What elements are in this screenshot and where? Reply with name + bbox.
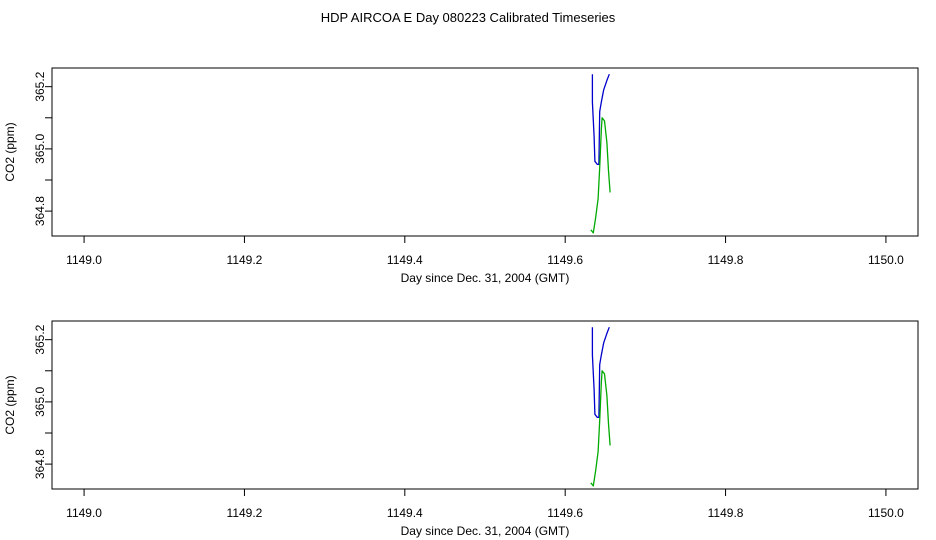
y-axis-label: CO2 (ppm) [3, 375, 17, 434]
y-axis: 364.8 365.0 365.2 [33, 71, 52, 226]
chart-title: HDP AIRCOA E Day 080223 Calibrated Times… [321, 10, 616, 25]
series-line-0 [591, 326, 610, 419]
x-axis: 1149.0 1149.2 1149.4 1149.6 1149.8 1150.0 [66, 236, 904, 267]
series-group [590, 326, 611, 487]
plot-frame [51, 67, 919, 237]
series-line-1 [590, 117, 611, 234]
y-tick-label: 364.8 [33, 449, 47, 479]
x-tick-label: 1149.6 [547, 506, 583, 520]
x-tick-label: 1149.8 [708, 253, 744, 267]
y-tick-label: 365.0 [33, 387, 47, 417]
x-tick-label: 1149.2 [227, 506, 263, 520]
y-axis: 364.8 365.0 365.2 [33, 324, 52, 479]
x-tick-label: 1150.0 [868, 253, 904, 267]
y-tick-label: 365.0 [33, 134, 47, 164]
x-tick-label: 1149.4 [387, 506, 423, 520]
chart-panel-top: 1149.0 1149.2 1149.4 1149.6 1149.8 1150.0 364… [3, 67, 919, 285]
y-tick-label: 365.2 [33, 324, 47, 354]
chart-panel-bottom: 1149.0 1149.2 1149.4 1149.6 1149.8 1150.0 364… [3, 320, 919, 538]
y-tick-label: 365.2 [33, 71, 47, 101]
x-axis-label: Day since Dec. 31, 2004 (GMT) [401, 271, 570, 285]
x-tick-label: 1149.8 [708, 506, 744, 520]
series-line-0 [591, 73, 610, 166]
x-axis-label: Day since Dec. 31, 2004 (GMT) [401, 524, 570, 538]
series-line-1 [590, 370, 611, 487]
x-axis: 1149.0 1149.2 1149.4 1149.6 1149.8 1150.0 [66, 489, 904, 520]
y-tick-label: 364.8 [33, 196, 47, 226]
plot-frame [51, 320, 919, 490]
y-axis-label: CO2 (ppm) [3, 122, 17, 181]
x-tick-label: 1149.2 [227, 253, 263, 267]
x-tick-label: 1150.0 [868, 506, 904, 520]
x-tick-label: 1149.6 [547, 253, 583, 267]
x-tick-label: 1149.0 [66, 506, 102, 520]
x-tick-label: 1149.4 [387, 253, 423, 267]
series-group [590, 73, 611, 234]
x-tick-label: 1149.0 [66, 253, 102, 267]
